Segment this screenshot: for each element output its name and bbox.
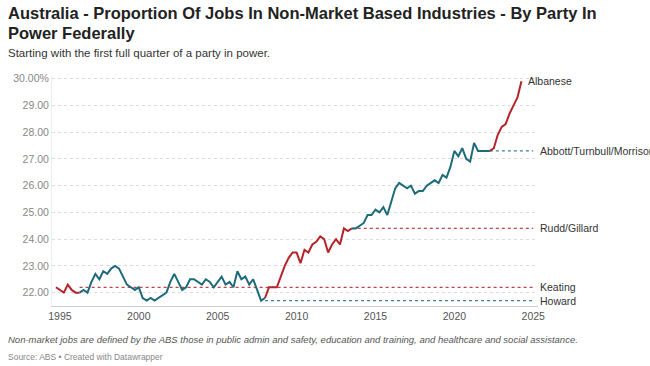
svg-text:23.00: 23.00	[23, 260, 49, 272]
svg-text:Albanese: Albanese	[528, 75, 572, 87]
svg-text:28.00: 28.00	[23, 126, 49, 138]
svg-text:Rudd/Gillard: Rudd/Gillard	[540, 222, 599, 234]
svg-text:24.00: 24.00	[23, 233, 49, 245]
svg-text:Abbott/Turnbull/Morrison: Abbott/Turnbull/Morrison	[540, 145, 650, 157]
svg-text:30.00%: 30.00%	[13, 72, 49, 84]
svg-text:2000: 2000	[127, 310, 151, 322]
svg-text:29.00: 29.00	[23, 99, 49, 111]
html-text:Source: ABS • Created with Dat: Source: ABS • Created with Datawrapper	[8, 352, 163, 362]
svg-text:2025: 2025	[522, 310, 546, 322]
svg-text:27.00: 27.00	[23, 153, 49, 165]
svg-text:Keating: Keating	[540, 281, 576, 293]
svg-text:2010: 2010	[285, 310, 309, 322]
svg-text:2005: 2005	[206, 310, 230, 322]
html-text:Starting with the first full q: Starting with the first full quarter of …	[8, 47, 271, 59]
svg-text:26.00: 26.00	[23, 179, 49, 191]
html-text:Non-market jobs are defined by: Non-market jobs are defined by the ABS t…	[8, 334, 578, 345]
svg-text:2015: 2015	[364, 310, 388, 322]
svg-text:22.00: 22.00	[23, 286, 49, 298]
svg-text:Howard: Howard	[540, 295, 576, 307]
html-text:Australia - Proportion Of Jobs: Australia - Proportion Of Jobs In Non-Ma…	[8, 4, 597, 42]
svg-text:25.00: 25.00	[23, 206, 49, 218]
svg-text:2020: 2020	[443, 310, 467, 322]
svg-text:1995: 1995	[48, 310, 72, 322]
